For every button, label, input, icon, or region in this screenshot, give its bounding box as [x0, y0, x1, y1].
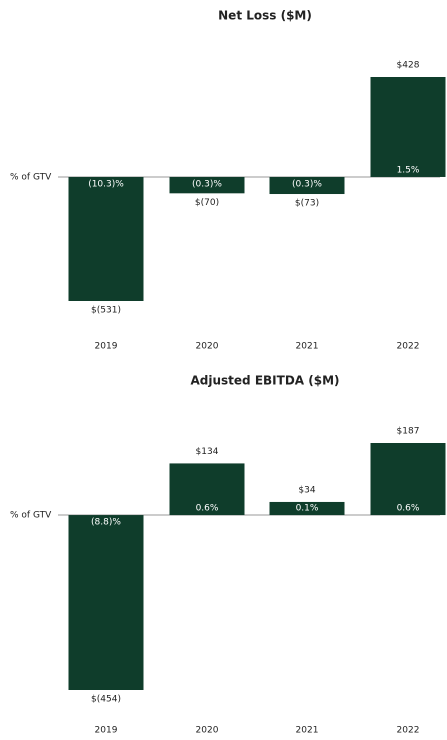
category-label: 2022: [397, 726, 420, 736]
bar: [68, 515, 144, 690]
baseline-label: % of GTV: [10, 172, 52, 182]
category-label: 2021: [296, 726, 319, 736]
bar: [269, 501, 345, 516]
baseline-label: % of GTV: [10, 511, 52, 521]
percent-label: (0.3)%: [292, 179, 322, 189]
value-label: $187: [397, 427, 420, 437]
bar: [169, 176, 245, 194]
category-label: 2021: [296, 342, 319, 352]
bar: [370, 77, 446, 177]
percent-label: (10.3)%: [88, 179, 124, 189]
percent-label: 0.6%: [397, 504, 420, 514]
percent-label: (8.8)%: [91, 518, 121, 528]
value-label: $(454): [91, 695, 121, 705]
percent-label: (0.3)%: [192, 179, 222, 189]
bar: [68, 176, 144, 301]
value-label: $(531): [91, 306, 121, 316]
bar: [269, 176, 345, 195]
value-label: $(70): [195, 198, 219, 208]
category-label: 2020: [196, 726, 219, 736]
bar: [370, 443, 446, 516]
value-label: $(73): [295, 199, 319, 209]
percent-label: 0.6%: [196, 504, 219, 514]
category-label: 2020: [196, 342, 219, 352]
chart-title: Adjusted EBITDA ($M): [191, 374, 340, 388]
category-label: 2022: [397, 342, 420, 352]
value-label: $134: [196, 447, 219, 457]
category-label: 2019: [95, 726, 118, 736]
value-label: $428: [397, 61, 420, 71]
chart-title: Net Loss ($M): [218, 9, 312, 23]
value-label: $34: [298, 485, 315, 495]
percent-label: 1.5%: [397, 165, 420, 175]
percent-label: 0.1%: [296, 504, 319, 514]
category-label: 2019: [95, 342, 118, 352]
bar: [169, 463, 245, 516]
